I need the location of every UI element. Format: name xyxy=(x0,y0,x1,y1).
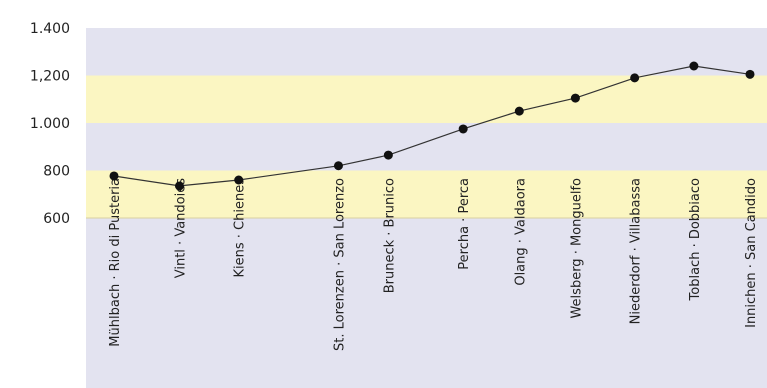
band-2 xyxy=(86,123,767,171)
x-tick-label: Welsberg · Monguelfo xyxy=(569,178,584,319)
x-tick-label: Toblach · Dobbiaco xyxy=(688,178,703,301)
data-point xyxy=(333,161,343,171)
data-point xyxy=(458,124,468,134)
data-point xyxy=(514,106,524,116)
value-bands xyxy=(86,28,767,219)
data-point xyxy=(234,175,244,185)
data-point xyxy=(383,150,393,160)
data-points xyxy=(109,61,755,191)
y-tick-label: 600 xyxy=(43,211,70,227)
band-3 xyxy=(86,170,767,218)
y-tick-label: 1.400 xyxy=(30,21,70,37)
x-tick-label: Mühlbach · Rio di Pusteria xyxy=(108,178,123,347)
data-point xyxy=(174,181,184,191)
x-tick-label: Bruneck · Brunico xyxy=(382,178,397,293)
x-tick-label: Olang · Valdaora xyxy=(513,178,528,286)
data-point xyxy=(109,171,119,181)
y-tick-label: 1,200 xyxy=(30,69,70,85)
data-point xyxy=(745,69,755,79)
x-tick-label: Vintl · Vandoies xyxy=(173,178,188,278)
band-0 xyxy=(86,28,767,76)
x-axis-labels: Mühlbach · Rio di Pusteria Vintl · Vandoi… xyxy=(108,178,759,351)
data-point xyxy=(570,93,580,103)
band-1 xyxy=(86,75,767,123)
x-tick-label: Percha · Perca xyxy=(457,178,472,270)
x-tick-label: Niederdorf · Villabassa xyxy=(629,178,644,324)
x-tick-label: St. Lorenzen · San Lorenzo xyxy=(332,178,347,351)
y-axis-ticks: 1.400 1,200 1.000 800 600 xyxy=(30,21,70,227)
data-point xyxy=(689,61,699,71)
x-tick-label: Kiens · Chienes xyxy=(233,178,248,278)
y-tick-label: 800 xyxy=(43,164,70,180)
y-tick-label: 1.000 xyxy=(30,116,70,132)
data-point xyxy=(630,73,640,83)
x-tick-label: Innichen · San Candido xyxy=(744,178,759,328)
